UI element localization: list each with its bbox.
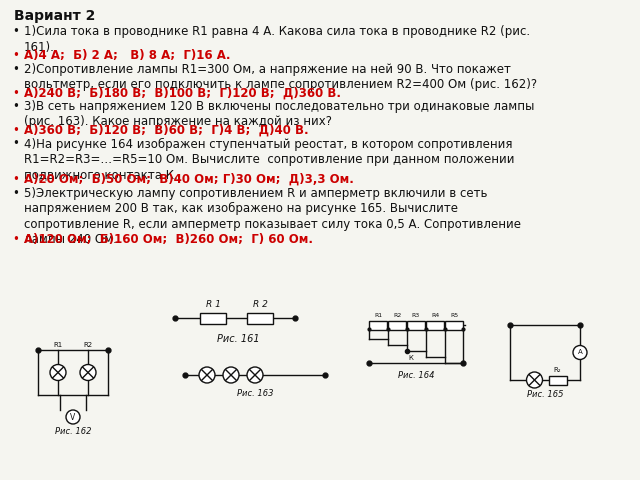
Text: •: •: [12, 25, 19, 38]
Circle shape: [223, 367, 239, 383]
Text: V: V: [70, 412, 76, 421]
Bar: [426, 321, 444, 329]
Text: А)360 В;  Б)120 В;  В)60 В;  Г)4 В;  Д)40 В.: А)360 В; Б)120 В; В)60 В; Г)4 В; Д)40 В.: [24, 124, 308, 137]
Text: R5: R5: [450, 313, 458, 318]
Circle shape: [80, 364, 96, 381]
Circle shape: [66, 410, 80, 424]
Text: Рис. 165: Рис. 165: [527, 390, 563, 399]
Text: R3: R3: [412, 313, 420, 318]
Circle shape: [573, 346, 587, 360]
Text: •: •: [12, 187, 19, 200]
Bar: [445, 321, 463, 329]
Text: •: •: [12, 62, 19, 75]
Bar: [369, 321, 387, 329]
Bar: [388, 321, 406, 329]
Text: •: •: [12, 86, 19, 99]
Text: К: К: [408, 355, 413, 361]
Text: •: •: [12, 137, 19, 151]
Bar: [247, 312, 273, 324]
Text: А)20 Ом;  Б)50 Ом;  В)40 Ом; Г)30 Ом;  Д)3,3 Ом.: А)20 Ом; Б)50 Ом; В)40 Ом; Г)30 Ом; Д)3,…: [24, 173, 354, 186]
Text: 1)Сила тока в проводнике R1 равна 4 А. Какова сила тока в проводнике R2 (рис.
16: 1)Сила тока в проводнике R1 равна 4 А. К…: [24, 25, 530, 53]
Text: А)120 Ом;  Б)160 Ом;  В)260 Ом;  Г) 60 Ом.: А)120 Ом; Б)160 Ом; В)260 Ом; Г) 60 Ом.: [24, 233, 313, 247]
Text: Рис. 162: Рис. 162: [55, 427, 92, 436]
Text: 2)Сопротивление лампы R1=300 Ом, а напряжение на ней 90 В. Что покажет
вольтметр: 2)Сопротивление лампы R1=300 Ом, а напря…: [24, 62, 537, 91]
Text: Вариант 2: Вариант 2: [14, 9, 95, 23]
Text: R1: R1: [53, 342, 63, 348]
Text: R2: R2: [83, 342, 93, 348]
Text: •: •: [12, 173, 19, 186]
Text: R 2: R 2: [253, 300, 268, 309]
Bar: [200, 312, 226, 324]
Circle shape: [247, 367, 263, 383]
Text: •: •: [12, 49, 19, 62]
Text: R2: R2: [393, 313, 401, 318]
Text: R₂: R₂: [554, 367, 561, 373]
Text: R 1: R 1: [205, 300, 220, 309]
Text: А)240 В;  Б)180 В;  В)100 В;  Г)120 В;  Д)360 В.: А)240 В; Б)180 В; В)100 В; Г)120 В; Д)36…: [24, 86, 341, 99]
Text: •: •: [12, 233, 19, 247]
Text: Рис. 161: Рис. 161: [217, 334, 259, 344]
Text: А)4 А;  Б) 2 А;   В) 8 А;  Г)16 А.: А)4 А; Б) 2 А; В) 8 А; Г)16 А.: [24, 49, 230, 62]
Bar: [407, 321, 425, 329]
Text: Рис. 163: Рис. 163: [237, 389, 273, 398]
Text: 3)В сеть напряжением 120 В включены последовательно три одинаковые лампы
(рис. 1: 3)В сеть напряжением 120 В включены посл…: [24, 100, 534, 129]
Text: Рис. 164: Рис. 164: [397, 371, 435, 380]
Circle shape: [199, 367, 215, 383]
Text: А: А: [578, 349, 582, 356]
Text: •: •: [12, 100, 19, 113]
Bar: [548, 375, 566, 384]
Circle shape: [50, 364, 66, 381]
Text: R1: R1: [374, 313, 382, 318]
Text: 4)На рисунке 164 изображен ступенчатый реостат, в котором сопротивления
R1=R2=R3: 4)На рисунке 164 изображен ступенчатый р…: [24, 137, 515, 181]
Text: 5)Электрическую лампу сопротивлением R и амперметр включили в сеть
напряжением 2: 5)Электрическую лампу сопротивлением R и…: [24, 187, 521, 246]
Text: R4: R4: [431, 313, 439, 318]
Circle shape: [527, 372, 543, 388]
Text: •: •: [12, 124, 19, 137]
